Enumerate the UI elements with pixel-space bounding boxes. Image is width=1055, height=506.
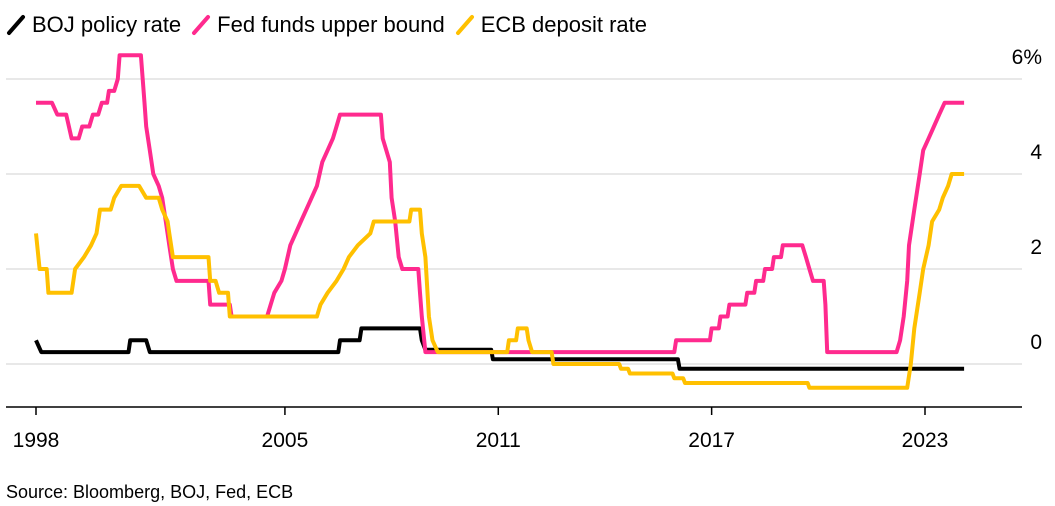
legend-item: BOJ policy rate — [6, 10, 181, 40]
legend-label: BOJ policy rate — [32, 12, 182, 37]
legend-item: ECB deposit rate — [455, 10, 647, 40]
series-line-boj-policy-rate — [34, 326, 965, 371]
x-tick-label: 2005 — [262, 429, 309, 452]
x-tick-label: 2011 — [476, 429, 521, 452]
gridlines — [6, 78, 1022, 365]
x-axis: 1998 2005 2011 2017 2023 — [6, 406, 1022, 452]
legend-swatch-icon — [7, 15, 25, 35]
y-tick-label: 2 — [1030, 236, 1042, 259]
y-tick-label: 0 — [1030, 331, 1042, 354]
source-note: Source: Bloomberg, BOJ, Fed, ECB — [6, 482, 294, 502]
legend-label: Fed funds upper bound — [217, 12, 445, 37]
y-tick-label: 4 — [1030, 141, 1042, 164]
legend-swatch-icon — [455, 15, 474, 35]
series-line-ecb-deposit-rate — [34, 172, 965, 390]
legend-item: Fed funds upper bound — [191, 10, 445, 40]
series-line-fed-funds-upper-bound — [36, 53, 965, 355]
legend-label: ECB deposit rate — [480, 12, 647, 37]
y-axis: 0 2 4 6% — [1012, 46, 1043, 354]
x-tick-label: 2023 — [902, 429, 949, 452]
y-tick-label: 6% — [1012, 46, 1042, 69]
x-tick-label: 2017 — [688, 429, 735, 452]
series-lines — [34, 53, 965, 390]
legend: BOJ policy rate Fed funds upper bound ECB … — [6, 8, 657, 42]
legend-swatch-icon — [192, 15, 211, 35]
x-tick-label: 1998 — [13, 429, 60, 452]
line-chart: 1998 2005 2011 2017 2023 0 2 4 6% — [6, 46, 1043, 452]
